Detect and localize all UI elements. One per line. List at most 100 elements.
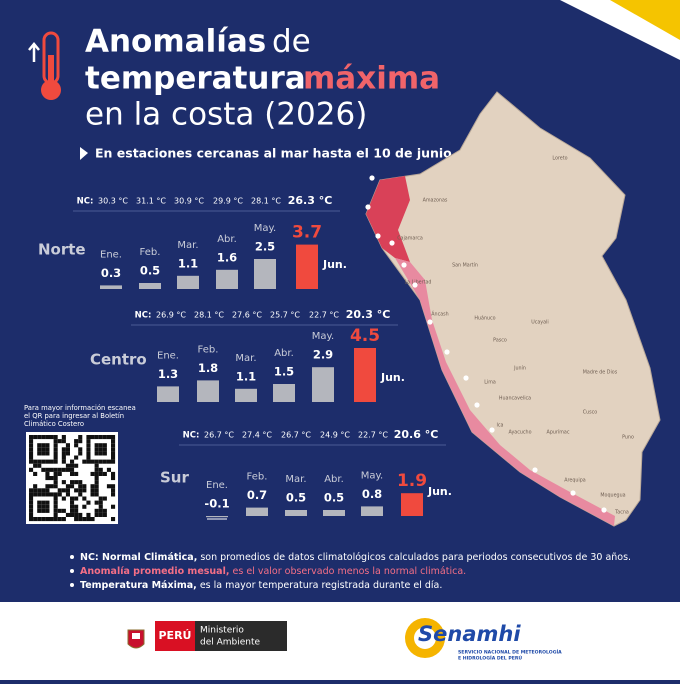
note: Temperatura Máxima, es la mayor temperat… xyxy=(80,580,442,591)
map-label: Moquegua xyxy=(600,493,625,499)
value-label: 0.5 xyxy=(324,491,344,505)
qr-cell xyxy=(37,459,42,464)
bar xyxy=(361,506,383,516)
qr-cell xyxy=(33,488,38,493)
station-dot xyxy=(601,507,607,513)
qr-cell xyxy=(82,459,87,464)
qr-cell xyxy=(94,508,99,513)
qr-cell xyxy=(65,467,70,472)
qr-cell xyxy=(61,451,66,456)
qr-cell xyxy=(33,435,38,440)
chart-title: Sur xyxy=(160,469,189,487)
bar xyxy=(312,367,334,402)
qr-cell xyxy=(53,455,58,460)
notes: NC: Normal Climática, son promedios de d… xyxy=(70,552,631,591)
qr-cell xyxy=(74,463,79,468)
qr-cell xyxy=(45,517,50,522)
qr-cell xyxy=(98,451,103,456)
normal-label: 30.9 °C xyxy=(174,197,204,206)
map-label: Huancavelica xyxy=(499,396,531,402)
corner-yellow xyxy=(610,0,680,40)
coat-of-arms xyxy=(127,629,145,649)
qr-cell xyxy=(53,435,58,440)
map-label: Arequipa xyxy=(564,478,586,484)
qr-cell xyxy=(70,512,75,517)
bar-chart: Sur NC: 26.7 °C 27.4 °C 26.7 °C 24.9 °C 22.7 °… xyxy=(160,428,452,520)
qr-cell xyxy=(29,517,34,522)
map-label: San Martín xyxy=(452,262,478,269)
normal-label: 26.7 °C xyxy=(281,431,311,440)
category-label: Feb. xyxy=(198,344,219,355)
coast-north xyxy=(366,176,410,262)
map-label: Ucayali xyxy=(531,320,549,326)
normal-label: 22.7 °C xyxy=(309,311,339,320)
qr-cell xyxy=(29,435,34,440)
title-part: Anomalías xyxy=(85,24,266,60)
value-label: 1.9 xyxy=(397,471,427,491)
category-label: May. xyxy=(254,223,276,234)
normal-label: 22.7 °C xyxy=(358,431,388,440)
qr-cell xyxy=(45,471,50,476)
qr-cell xyxy=(98,443,103,448)
normal-label: 20.6 °C xyxy=(394,428,439,441)
qr-cell xyxy=(45,488,50,493)
subtitle-arrow xyxy=(80,147,88,160)
qr-cell xyxy=(29,508,34,513)
qr-cell xyxy=(65,484,70,489)
qr-text: Para mayor información escanea xyxy=(24,404,136,412)
chart-title: Centro xyxy=(90,351,147,369)
normal-label: 26.7 °C xyxy=(204,431,234,440)
qr-cell xyxy=(53,508,58,513)
qr-cell xyxy=(41,517,46,522)
qr-cell xyxy=(106,435,111,440)
category-label: Feb. xyxy=(247,472,268,483)
station-dot xyxy=(489,427,495,433)
qr-cell xyxy=(78,512,83,517)
bar xyxy=(323,510,345,516)
qr-cell xyxy=(94,484,99,489)
note-text: son promedios de datos climatológicos ca… xyxy=(200,552,631,563)
qr-cell xyxy=(94,471,99,476)
bar xyxy=(246,507,268,516)
category-label: Abr. xyxy=(274,348,294,359)
qr-cell xyxy=(65,451,70,456)
category-label: Abr. xyxy=(324,474,344,485)
value-label: 2.5 xyxy=(255,240,275,254)
value-label: 1.6 xyxy=(217,250,237,264)
qr-cell xyxy=(61,455,66,460)
qr-cell xyxy=(45,492,50,497)
qr-cell xyxy=(98,459,103,464)
qr-cell xyxy=(29,512,34,517)
qr-cell xyxy=(37,435,42,440)
qr-cell xyxy=(53,447,58,452)
qr-cell xyxy=(98,512,103,517)
qr-cell xyxy=(111,471,116,476)
qr-cell xyxy=(111,439,116,444)
note-term: Anomalía promedio mesual, xyxy=(80,566,229,577)
qr-cell xyxy=(78,435,83,440)
value-label: 1.5 xyxy=(274,365,294,379)
ministry-text: del Ambiente xyxy=(200,638,261,648)
value-label: 4.5 xyxy=(350,326,380,346)
qr-cell xyxy=(78,447,83,452)
category-label: May. xyxy=(312,331,334,342)
qr-cell xyxy=(78,517,83,522)
qr-cell xyxy=(45,476,50,481)
qr-cell xyxy=(94,463,99,468)
qr-cell xyxy=(90,459,95,464)
station-dot xyxy=(401,262,407,268)
category-label: May. xyxy=(361,470,383,481)
qr-cell xyxy=(102,471,107,476)
station-dot xyxy=(369,175,375,181)
qr-cell xyxy=(45,484,50,489)
ministry-box xyxy=(195,621,287,651)
qr-cell xyxy=(41,451,46,456)
title-part: en la costa (2026) xyxy=(85,97,367,133)
qr-cell xyxy=(74,443,79,448)
qr-cell xyxy=(65,492,70,497)
qr-cell xyxy=(74,504,79,509)
qr-cell xyxy=(94,492,99,497)
qr-cell xyxy=(61,447,66,452)
qr-cell xyxy=(102,451,107,456)
